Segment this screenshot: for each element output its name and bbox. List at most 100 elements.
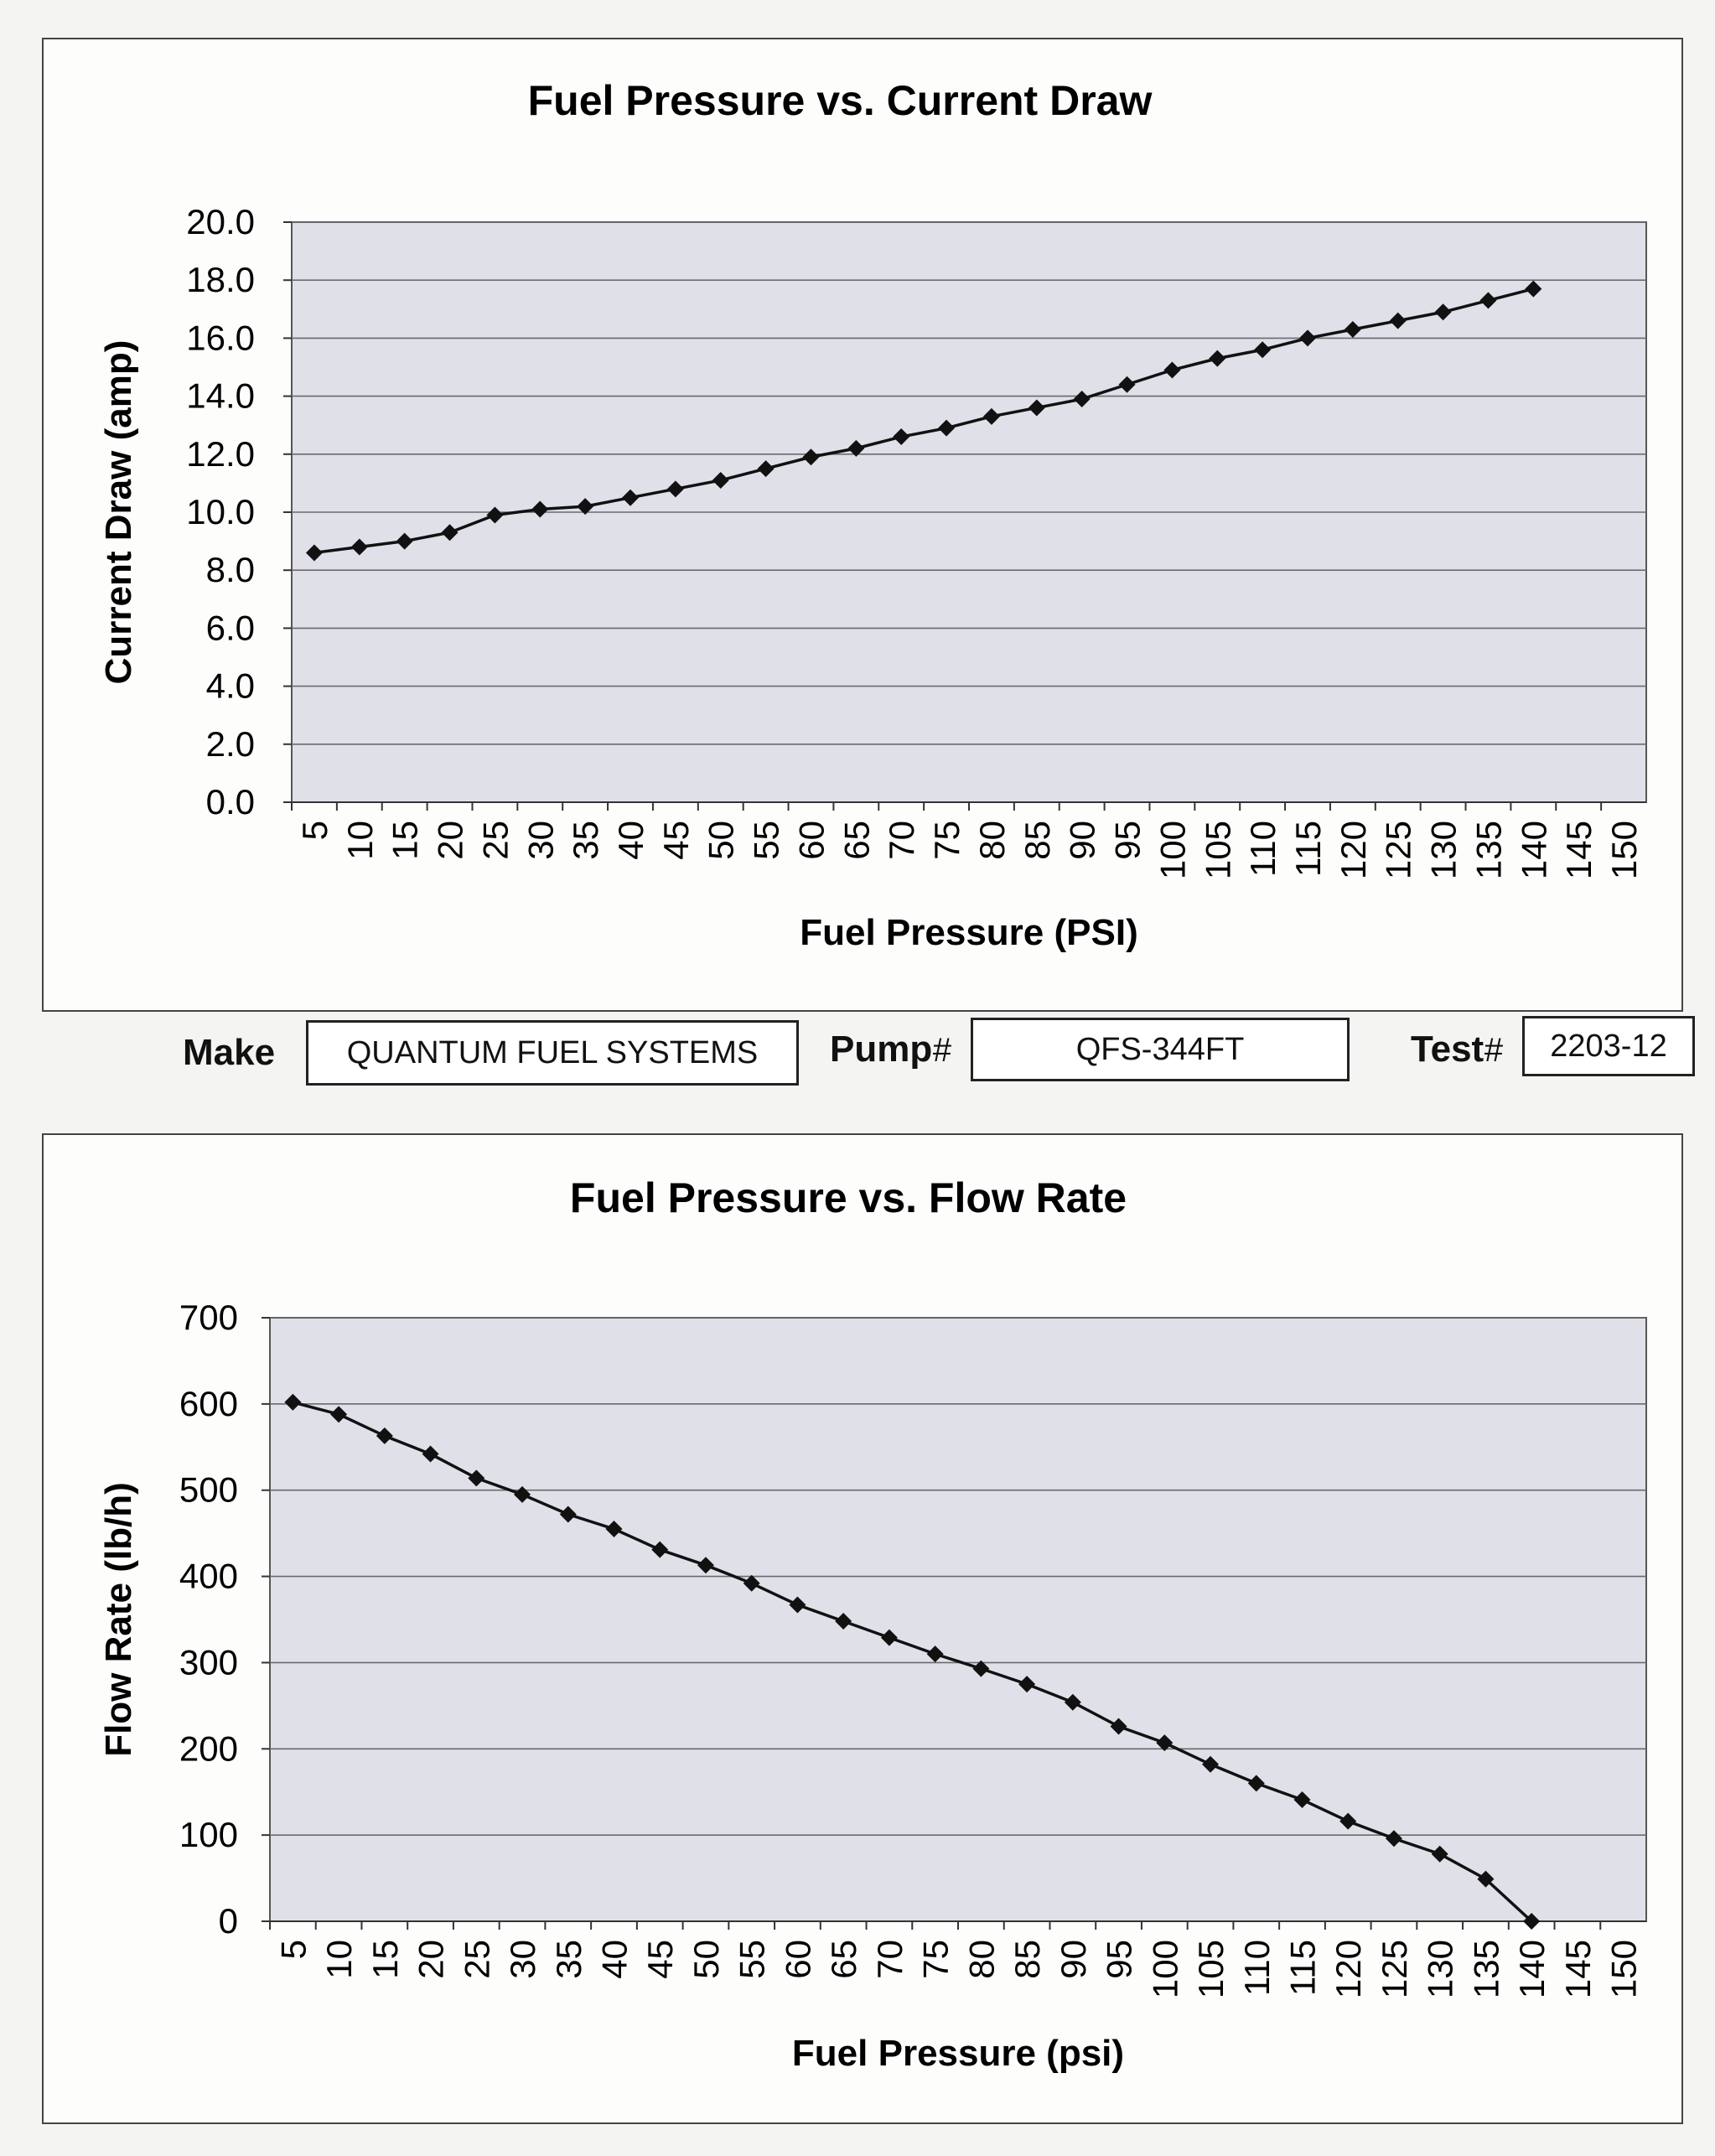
x-tick-label: 75: [927, 821, 966, 860]
data-point: [284, 1393, 302, 1411]
x-tick-label: 95: [1100, 1940, 1139, 1979]
data-point: [1247, 1775, 1265, 1792]
pump-number-field: QFS-344FT: [971, 1018, 1350, 1081]
y-tick-label: 4.0: [206, 666, 255, 706]
data-point: [486, 506, 504, 524]
x-tick-label: 140: [1514, 821, 1553, 879]
data-point: [847, 439, 865, 457]
x-axis-title: Fuel Pressure (PSI): [800, 912, 1137, 953]
y-tick-label: 14.0: [186, 376, 255, 416]
x-tick-label: 45: [656, 821, 696, 860]
make-field: QUANTUM FUEL SYSTEMS: [306, 1020, 799, 1086]
y-tick-label: 0.0: [206, 782, 255, 821]
x-tick-label: 145: [1559, 821, 1598, 879]
y-tick-label: 500: [179, 1470, 238, 1510]
data-point: [577, 498, 594, 516]
x-tick-label: 80: [972, 821, 1012, 860]
y-tick-label: 6.0: [206, 608, 255, 647]
x-tick-label: 10: [340, 821, 380, 860]
test-hash: #: [1484, 1032, 1503, 1069]
x-tick-label: 5: [273, 1940, 313, 1959]
x-tick-label: 130: [1424, 821, 1464, 879]
x-tick-label: 110: [1243, 821, 1282, 877]
y-tick-label: 0: [219, 1901, 238, 1941]
data-point: [376, 1427, 393, 1444]
x-tick-label: 55: [733, 1940, 772, 1979]
x-tick-label: 55: [747, 821, 786, 860]
data-point: [441, 524, 459, 542]
x-tick-label: 15: [365, 1940, 405, 1979]
y-tick-label: 100: [179, 1815, 238, 1854]
x-tick-label: 125: [1375, 1940, 1414, 1998]
x-tick-label: 70: [882, 821, 921, 860]
x-tick-label: 35: [566, 821, 605, 860]
data-point: [422, 1445, 439, 1463]
x-tick-label: 30: [503, 1940, 542, 1979]
x-tick-label: 80: [961, 1940, 1001, 1979]
data-point: [1477, 1870, 1495, 1888]
data-point: [1293, 1791, 1311, 1808]
y-tick-label: 8.0: [206, 550, 255, 589]
data-point: [1156, 1734, 1174, 1752]
y-tick-label: 300: [179, 1642, 238, 1682]
x-tick-label: 20: [412, 1940, 451, 1979]
data-point: [1431, 1845, 1448, 1863]
data-point: [514, 1485, 531, 1503]
x-tick-label: 35: [549, 1940, 588, 1979]
current-draw-chart-svg: Fuel Pressure vs. Current Draw 0.0 2.0 4.0 6…: [98, 77, 1647, 953]
chart-title: Fuel Pressure vs. Flow Rate: [570, 1174, 1127, 1221]
x-tick-label: 25: [475, 821, 515, 860]
data-point: [802, 448, 820, 466]
data-point: [651, 1541, 669, 1558]
flow-rate-chart-svg: Fuel Pressure vs. Flow Rate 0 100 200 300 400…: [98, 1174, 1647, 2074]
data-point: [972, 1660, 990, 1677]
data-point: [531, 500, 549, 518]
x-tick-label: 25: [457, 1940, 496, 1979]
y-tick-label: 18.0: [186, 260, 255, 299]
test-label-text: Test: [1411, 1029, 1484, 1070]
x-tick-label: 60: [791, 821, 831, 860]
data-point: [468, 1469, 485, 1487]
x-axis-title: Fuel Pressure (psi): [792, 2033, 1124, 2074]
pump-hash: #: [932, 1032, 951, 1069]
x-tick-label: 15: [386, 821, 425, 860]
x-tick-label: 10: [319, 1940, 359, 1979]
data-point: [712, 471, 729, 489]
data-point: [926, 1646, 944, 1663]
data-point: [982, 407, 1000, 425]
x-tick-label: 110: [1237, 1940, 1277, 1996]
x-tick-label: 40: [611, 821, 650, 860]
x-tick-label: 65: [837, 821, 876, 860]
data-point: [559, 1506, 577, 1523]
x-tick-label: 30: [521, 821, 560, 860]
data-point: [605, 1521, 623, 1537]
x-tick-label: 50: [702, 821, 741, 860]
data-point: [835, 1613, 852, 1630]
x-tick-label: 120: [1329, 1940, 1368, 1998]
x-tick-label: 60: [778, 1940, 817, 1979]
data-point: [1110, 1718, 1127, 1735]
current-draw-chart: Fuel Pressure vs. Current Draw 0.0 2.0 4.0 6…: [42, 38, 1683, 1012]
data-point: [1339, 1812, 1357, 1830]
data-point: [1299, 329, 1316, 347]
x-tick-label: 90: [1054, 1940, 1093, 1979]
x-tick-label: 70: [870, 1940, 909, 1979]
data-point: [1163, 361, 1181, 379]
x-tick-label: 125: [1379, 821, 1418, 879]
y-tick-label: 16.0: [186, 318, 255, 357]
data-point: [666, 480, 684, 498]
x-tick-label: 140: [1512, 1940, 1552, 1998]
data-point: [743, 1574, 760, 1592]
x-tick-label: 105: [1191, 1940, 1231, 1998]
x-tick-label: 115: [1283, 1940, 1323, 1996]
make-label: Make: [183, 1032, 276, 1073]
data-point: [1118, 376, 1136, 393]
chart-title: Fuel Pressure vs. Current Draw: [528, 77, 1153, 124]
x-tick-label: 120: [1334, 821, 1373, 879]
x-tick-label: 150: [1604, 821, 1644, 879]
pump-label: Pump#: [830, 1031, 951, 1070]
data-point: [1525, 280, 1542, 298]
data-point: [1434, 303, 1452, 321]
data-point: [396, 532, 413, 550]
x-tick-label: 75: [916, 1940, 956, 1979]
